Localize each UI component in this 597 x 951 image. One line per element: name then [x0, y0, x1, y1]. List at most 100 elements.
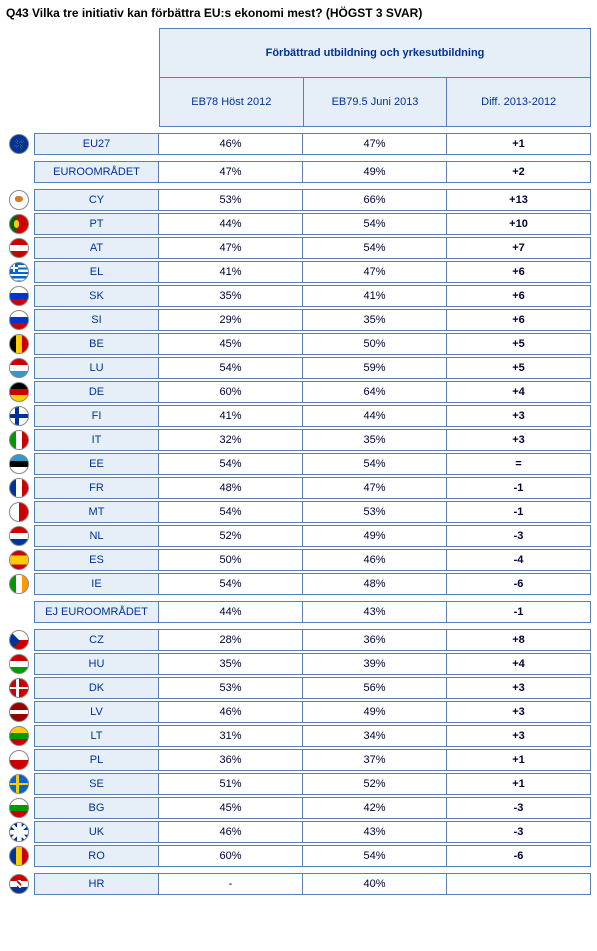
flag-cell — [4, 601, 34, 623]
table-row: FR48%47%-1 — [4, 477, 593, 499]
value-2013: 49% — [303, 161, 447, 183]
value-2013: 46% — [303, 549, 447, 571]
country-label: LT — [34, 725, 159, 747]
value-2012: 46% — [159, 133, 303, 155]
flag-cell — [4, 797, 34, 819]
value-2012: 47% — [159, 237, 303, 259]
value-diff: +6 — [447, 309, 591, 331]
fi-flag-icon — [9, 406, 29, 426]
flag-cell — [4, 161, 34, 183]
country-label: EE — [34, 453, 159, 475]
table-row: BG45%42%-3 — [4, 797, 593, 819]
table-row: SI29%35%+6 — [4, 309, 593, 331]
header-col-1: EB78 Höst 2012 — [160, 78, 304, 126]
uk-flag-icon — [9, 822, 29, 842]
header-col-3: Diff. 2013-2012 — [447, 78, 590, 126]
flag-cell — [4, 677, 34, 699]
country-label: HR — [34, 873, 159, 895]
cy-flag-icon — [9, 190, 29, 210]
value-2013: 53% — [303, 501, 447, 523]
flag-cell — [4, 285, 34, 307]
bg-flag-icon — [9, 798, 29, 818]
value-diff: +6 — [447, 261, 591, 283]
value-2013: 48% — [303, 573, 447, 595]
value-2012: 60% — [159, 381, 303, 403]
flag-cell — [4, 845, 34, 867]
it-flag-icon — [9, 430, 29, 450]
table-row: SK35%41%+6 — [4, 285, 593, 307]
table-row: LU54%59%+5 — [4, 357, 593, 379]
lu-flag-icon — [9, 358, 29, 378]
flag-cell — [4, 725, 34, 747]
value-diff: +5 — [447, 357, 591, 379]
table-row: EE54%54%= — [4, 453, 593, 475]
country-label: BE — [34, 333, 159, 355]
value-2013: 43% — [303, 601, 447, 623]
question-title: Q43 Vilka tre initiativ kan förbättra EU… — [6, 6, 593, 20]
table-row: MT54%53%-1 — [4, 501, 593, 523]
country-label: EL — [34, 261, 159, 283]
country-label: LU — [34, 357, 159, 379]
value-diff: +6 — [447, 285, 591, 307]
flag-cell — [4, 333, 34, 355]
value-2013: 47% — [303, 133, 447, 155]
table-header: Förbättrad utbildning och yrkesutbildnin… — [159, 28, 591, 127]
value-2013: 54% — [303, 237, 447, 259]
country-label: BG — [34, 797, 159, 819]
es-flag-icon — [9, 550, 29, 570]
value-2013: 50% — [303, 333, 447, 355]
value-diff: +1 — [447, 133, 591, 155]
value-2012: 46% — [159, 821, 303, 843]
table-row: PL36%37%+1 — [4, 749, 593, 771]
flag-cell — [4, 573, 34, 595]
country-label: EJ EUROOMRÅDET — [34, 601, 159, 623]
value-diff: -1 — [447, 477, 591, 499]
table-row: PT44%54%+10 — [4, 213, 593, 235]
flag-cell — [4, 525, 34, 547]
value-diff: +1 — [447, 773, 591, 795]
country-label: CY — [34, 189, 159, 211]
country-label: DE — [34, 381, 159, 403]
value-2013: 44% — [303, 405, 447, 427]
lt-flag-icon — [9, 726, 29, 746]
value-diff: -3 — [447, 797, 591, 819]
si-flag-icon — [9, 310, 29, 330]
table-row: DE60%64%+4 — [4, 381, 593, 403]
value-2012: 35% — [159, 653, 303, 675]
value-diff: +3 — [447, 677, 591, 699]
value-2013: 54% — [303, 213, 447, 235]
table-row: EJ EUROOMRÅDET44%43%-1 — [4, 601, 593, 623]
value-diff: +3 — [447, 405, 591, 427]
country-label: UK — [34, 821, 159, 843]
value-2012: 50% — [159, 549, 303, 571]
value-diff: -1 — [447, 601, 591, 623]
value-2012: 45% — [159, 797, 303, 819]
table-row: FI41%44%+3 — [4, 405, 593, 427]
value-diff: +2 — [447, 161, 591, 183]
value-2013: 36% — [303, 629, 447, 651]
value-2012: 28% — [159, 629, 303, 651]
value-2012: 54% — [159, 357, 303, 379]
value-2012: 29% — [159, 309, 303, 331]
pl-flag-icon — [9, 750, 29, 770]
value-2013: 42% — [303, 797, 447, 819]
ee-flag-icon — [9, 454, 29, 474]
value-2013: 35% — [303, 309, 447, 331]
value-2013: 40% — [303, 873, 447, 895]
country-label: DK — [34, 677, 159, 699]
be-flag-icon — [9, 334, 29, 354]
value-2012: 47% — [159, 161, 303, 183]
value-2012: 44% — [159, 601, 303, 623]
value-2013: 56% — [303, 677, 447, 699]
country-label: AT — [34, 237, 159, 259]
table-row: BE45%50%+5 — [4, 333, 593, 355]
flag-cell — [4, 133, 34, 155]
value-2013: 59% — [303, 357, 447, 379]
table-row: IT32%35%+3 — [4, 429, 593, 451]
value-diff: +13 — [447, 189, 591, 211]
cz-flag-icon — [9, 630, 29, 650]
value-diff — [447, 873, 591, 895]
value-2013: 41% — [303, 285, 447, 307]
value-diff: +1 — [447, 749, 591, 771]
nl-flag-icon — [9, 526, 29, 546]
